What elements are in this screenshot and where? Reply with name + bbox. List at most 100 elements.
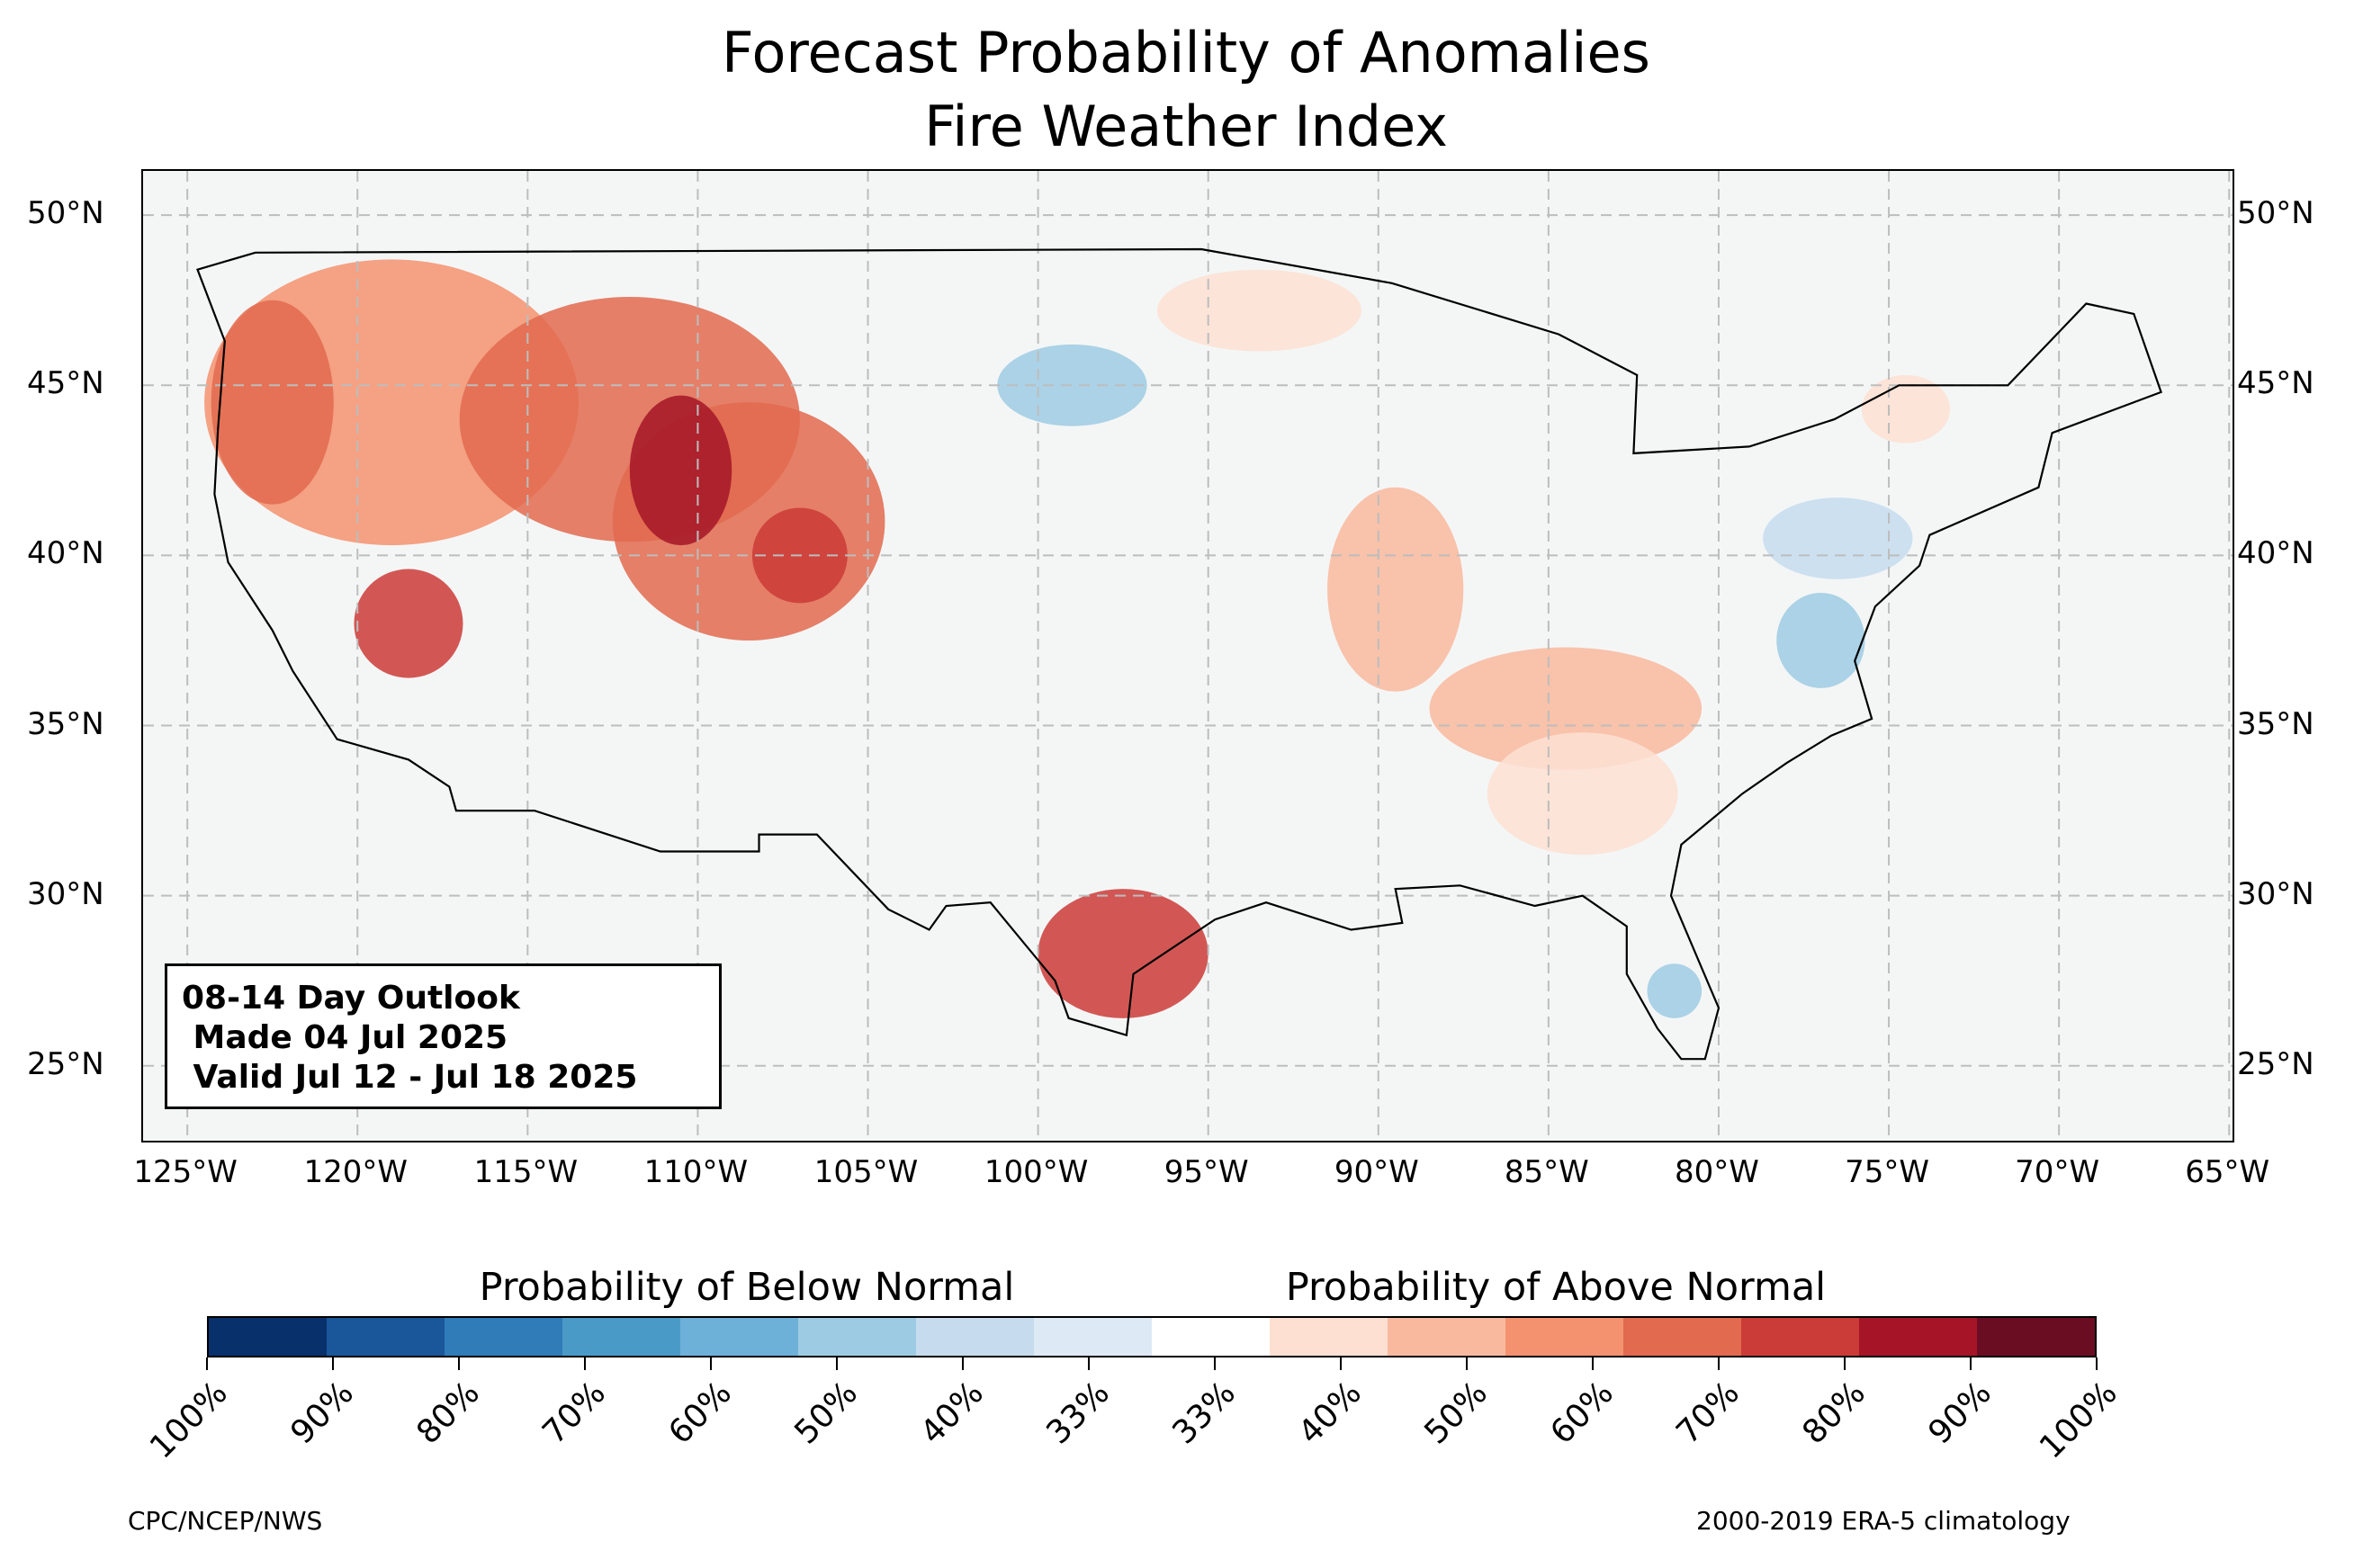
colorbar-segment xyxy=(1034,1318,1152,1356)
colorbar-segment xyxy=(327,1318,445,1356)
latitude-label-left: 25°N xyxy=(27,1045,104,1082)
colorbar-segment xyxy=(1859,1318,1977,1356)
colorbar-segment xyxy=(562,1318,680,1356)
conus-border xyxy=(196,247,2162,1061)
colorbar-tick xyxy=(1340,1357,1342,1370)
anomaly-map xyxy=(143,171,2233,1141)
colorbar-tick-label: 50% xyxy=(1417,1374,1495,1452)
colorbar-tick-label: 33% xyxy=(1039,1374,1117,1452)
colorbar-segment xyxy=(1623,1318,1741,1356)
latitude-label-right: 45°N xyxy=(2237,365,2314,402)
outlook-made-date: Made 04 Jul 2025 xyxy=(182,1019,508,1056)
probability-region xyxy=(1763,497,1913,579)
colorbar-above-label: Probability of Above Normal xyxy=(1285,1265,1827,1310)
probability-region xyxy=(1861,374,1951,444)
probability-region xyxy=(1327,487,1464,692)
footer-climatology: 2000-2019 ERA-5 climatology xyxy=(1696,1506,2071,1536)
longitude-label: 120°W xyxy=(303,1154,409,1190)
colorbar-segment xyxy=(209,1318,327,1356)
colorbar xyxy=(207,1316,2097,1357)
longitude-label: 75°W xyxy=(1845,1154,1929,1190)
colorbar-segment xyxy=(1505,1318,1623,1356)
colorbar-tick xyxy=(836,1357,838,1370)
longitude-label: 70°W xyxy=(2015,1154,2100,1190)
colorbar-segment xyxy=(1270,1318,1388,1356)
longitude-label: 65°W xyxy=(2185,1154,2270,1190)
probability-region xyxy=(1776,593,1865,688)
colorbar-tick-label: 33% xyxy=(1165,1374,1243,1452)
colorbar-segment xyxy=(1977,1318,2095,1356)
colorbar-segment xyxy=(1152,1318,1270,1356)
colorbar-tick xyxy=(1592,1357,1594,1370)
longitude-label: 85°W xyxy=(1504,1154,1589,1190)
chart-title-line1: Forecast Probability of Anomalies xyxy=(722,20,1650,85)
probability-region xyxy=(1038,889,1208,1018)
colorbar-tick-label: 60% xyxy=(1543,1374,1621,1452)
colorbar-tick-label: 60% xyxy=(661,1374,739,1452)
longitude-label: 80°W xyxy=(1675,1154,1759,1190)
colorbar-tick-label: 40% xyxy=(913,1374,991,1452)
latitude-label-left: 30°N xyxy=(27,875,104,912)
colorbar-tick xyxy=(1844,1357,1846,1370)
longitude-label: 110°W xyxy=(643,1154,749,1190)
us-outline xyxy=(196,247,2162,1061)
probability-region xyxy=(1487,732,1678,856)
latitude-label-right: 40°N xyxy=(2237,535,2314,572)
latitude-label-left: 50°N xyxy=(27,195,104,232)
probability-region xyxy=(1647,963,1703,1018)
longitude-label: 115°W xyxy=(473,1154,579,1190)
colorbar-tick-label: 50% xyxy=(787,1374,865,1452)
colorbar-tick xyxy=(1466,1357,1468,1370)
probability-shading xyxy=(204,259,1951,1018)
outlook-valid-range: Valid Jul 12 - Jul 18 2025 xyxy=(182,1059,638,1096)
colorbar-tick-label: 90% xyxy=(283,1374,361,1452)
colorbar-tick xyxy=(2096,1357,2098,1370)
colorbar-segment xyxy=(680,1318,798,1356)
colorbar-tick-label: 70% xyxy=(535,1374,613,1452)
colorbar-tick xyxy=(1970,1357,1972,1370)
probability-region xyxy=(1429,647,1703,770)
probability-region xyxy=(997,344,1147,426)
colorbar-tick xyxy=(458,1357,460,1370)
colorbar-segment xyxy=(1741,1318,1859,1356)
colorbar-segment xyxy=(445,1318,562,1356)
colorbar-tick xyxy=(962,1357,964,1370)
colorbar-tick-label: 90% xyxy=(1921,1374,1999,1452)
outlook-period: 08-14 Day Outlook xyxy=(182,980,520,1017)
colorbar-tick xyxy=(710,1357,712,1370)
probability-region xyxy=(211,300,334,505)
colorbar-tick-label: 70% xyxy=(1669,1374,1747,1452)
probability-region xyxy=(629,395,732,546)
footer-credit: CPC/NCEP/NWS xyxy=(128,1506,323,1536)
longitude-label: 95°W xyxy=(1164,1154,1249,1190)
colorbar-tick-label: 80% xyxy=(1795,1374,1873,1452)
colorbar-tick xyxy=(1088,1357,1090,1370)
colorbar-segment xyxy=(798,1318,916,1356)
latitude-label-left: 45°N xyxy=(27,365,104,402)
colorbar-tick-label: 100% xyxy=(2033,1374,2125,1466)
colorbar-tick xyxy=(1214,1357,1216,1370)
probability-region xyxy=(354,569,463,678)
latitude-label-right: 35°N xyxy=(2237,705,2314,742)
colorbar-tick xyxy=(332,1357,334,1370)
latitude-label-left: 35°N xyxy=(27,705,104,742)
latitude-label-right: 25°N xyxy=(2237,1045,2314,1082)
longitude-label: 90°W xyxy=(1334,1154,1419,1190)
colorbar-tick-label: 100% xyxy=(143,1374,235,1466)
chart-title-line2: Fire Weather Index xyxy=(924,94,1448,159)
longitude-label: 105°W xyxy=(813,1154,919,1190)
colorbar-below-label: Probability of Below Normal xyxy=(479,1265,1015,1310)
latitude-label-right: 30°N xyxy=(2237,875,2314,912)
longitude-label: 100°W xyxy=(984,1154,1089,1190)
colorbar-tick-label: 40% xyxy=(1291,1374,1369,1452)
latitude-label-left: 40°N xyxy=(27,535,104,572)
longitude-label: 125°W xyxy=(133,1154,238,1190)
colorbar-tick xyxy=(584,1357,586,1370)
colorbar-tick xyxy=(1718,1357,1720,1370)
colorbar-segment xyxy=(1388,1318,1505,1356)
colorbar-tick xyxy=(206,1357,208,1370)
probability-region xyxy=(1156,269,1361,352)
latitude-label-right: 50°N xyxy=(2237,195,2314,232)
outlook-info-box: 08-14 Day Outlook Made 04 Jul 2025 Valid… xyxy=(165,963,722,1109)
colorbar-tick-label: 80% xyxy=(409,1374,487,1452)
